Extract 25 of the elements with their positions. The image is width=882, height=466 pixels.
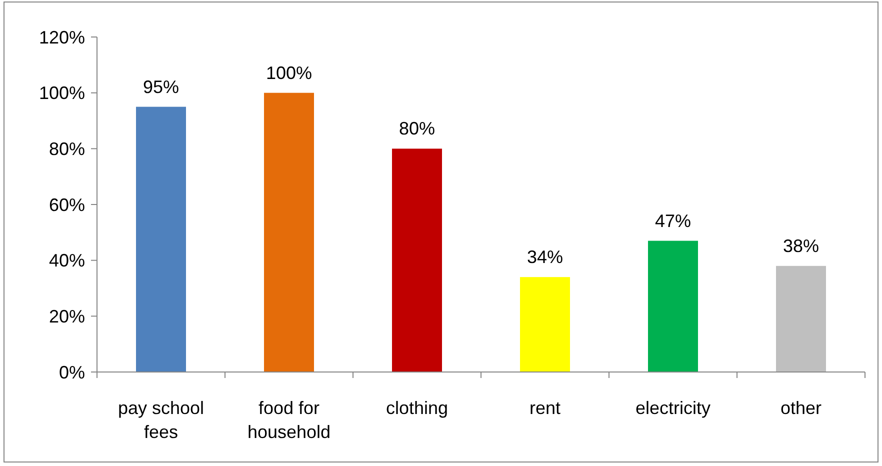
- bar: [136, 106, 186, 372]
- x-tick-label: other: [780, 398, 822, 418]
- y-tick-label: 60%: [48, 194, 85, 215]
- x-tick-label: electricity: [635, 398, 711, 418]
- x-tick-label: clothing: [386, 398, 448, 418]
- y-tick-label: 100%: [38, 83, 85, 104]
- y-tick-label: 0%: [58, 362, 85, 382]
- x-tick-label: rent: [529, 398, 561, 418]
- x-tick-label: pay school fees: [118, 398, 204, 442]
- x-tick-label: food for household: [247, 398, 331, 442]
- y-tick-label: 20%: [48, 306, 85, 326]
- y-tick-label: 120%: [38, 27, 85, 48]
- y-tick-label: 80%: [48, 138, 85, 159]
- data-label: 80%: [398, 118, 436, 139]
- data-label: 47%: [654, 210, 692, 231]
- bar: [776, 266, 826, 372]
- data-label: 34%: [526, 247, 564, 268]
- y-tick-label: 40%: [48, 250, 85, 271]
- bar: [648, 240, 698, 372]
- data-label: 100%: [266, 62, 312, 83]
- data-label: 38%: [782, 236, 820, 256]
- bar: [392, 148, 442, 372]
- bar: [264, 92, 314, 372]
- bar: [520, 277, 570, 372]
- data-label: 95%: [142, 76, 180, 97]
